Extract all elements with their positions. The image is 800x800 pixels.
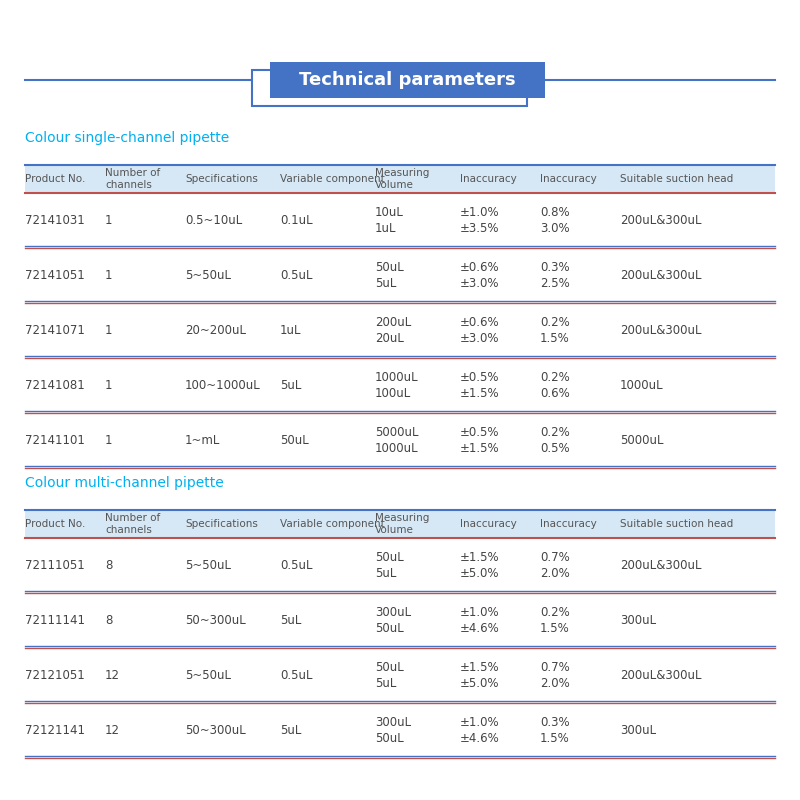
Text: Number of
channels: Number of channels [105,514,160,534]
Text: 0.5uL: 0.5uL [280,269,313,282]
Text: Inaccuracy: Inaccuracy [460,519,517,529]
Text: 1: 1 [105,434,113,447]
Text: 50~300uL: 50~300uL [185,724,246,737]
Text: 1: 1 [105,379,113,392]
Text: Suitable suction head: Suitable suction head [620,519,734,529]
Text: 0.7%
2.0%: 0.7% 2.0% [540,551,570,580]
Text: 1000uL
100uL: 1000uL 100uL [375,371,418,400]
Text: 300uL: 300uL [620,724,656,737]
Text: 1000uL: 1000uL [620,379,664,392]
Text: 1: 1 [105,214,113,227]
Text: Inaccuracy: Inaccuracy [540,519,597,529]
Text: 200uL
20uL: 200uL 20uL [375,316,411,345]
Text: 5~50uL: 5~50uL [185,559,231,572]
Text: 0.3%
2.5%: 0.3% 2.5% [540,261,570,290]
Text: 5000uL: 5000uL [620,434,663,447]
Text: Variable component: Variable component [280,519,385,529]
FancyBboxPatch shape [25,510,775,538]
Text: ±0.5%
±1.5%: ±0.5% ±1.5% [460,371,500,400]
Text: ±0.6%
±3.0%: ±0.6% ±3.0% [460,316,500,345]
Text: ±1.0%
±4.6%: ±1.0% ±4.6% [460,716,500,745]
Text: 300uL
50uL: 300uL 50uL [375,606,411,635]
Text: ±0.6%
±3.0%: ±0.6% ±3.0% [460,261,500,290]
Text: 72111051: 72111051 [25,559,85,572]
Text: 300uL
50uL: 300uL 50uL [375,716,411,745]
Text: 0.1uL: 0.1uL [280,214,313,227]
Text: ±1.5%
±5.0%: ±1.5% ±5.0% [460,661,500,690]
Text: 8: 8 [105,614,112,627]
FancyBboxPatch shape [252,70,527,106]
Text: Colour single-channel pipette: Colour single-channel pipette [25,131,230,145]
Text: 12: 12 [105,669,120,682]
Text: 1~mL: 1~mL [185,434,220,447]
Text: 72141051: 72141051 [25,269,85,282]
Text: 0.5uL: 0.5uL [280,559,313,572]
FancyBboxPatch shape [270,62,545,98]
Text: 50uL: 50uL [280,434,309,447]
Text: 50uL
5uL: 50uL 5uL [375,661,404,690]
Text: ±1.0%
±4.6%: ±1.0% ±4.6% [460,606,500,635]
Text: 1: 1 [105,269,113,282]
Text: 0.3%
1.5%: 0.3% 1.5% [540,716,570,745]
Text: 0.2%
1.5%: 0.2% 1.5% [540,316,570,345]
Text: 0.5uL: 0.5uL [280,669,313,682]
Text: 5~50uL: 5~50uL [185,669,231,682]
Text: 72121051: 72121051 [25,669,85,682]
Text: 5~50uL: 5~50uL [185,269,231,282]
Text: Measuring
Volume: Measuring Volume [375,168,430,190]
Text: Number of
channels: Number of channels [105,168,160,190]
Text: 72141101: 72141101 [25,434,85,447]
Text: 0.2%
1.5%: 0.2% 1.5% [540,606,570,635]
Text: Inaccuracy: Inaccuracy [540,174,597,184]
Text: 20~200uL: 20~200uL [185,324,246,337]
Text: 300uL: 300uL [620,614,656,627]
Text: 50~300uL: 50~300uL [185,614,246,627]
Text: 10uL
1uL: 10uL 1uL [375,206,404,235]
Text: 5uL: 5uL [280,724,302,737]
Text: 8: 8 [105,559,112,572]
Text: 5uL: 5uL [280,379,302,392]
Text: 0.2%
0.6%: 0.2% 0.6% [540,371,570,400]
Text: Technical parameters: Technical parameters [299,71,516,89]
Text: ±0.5%
±1.5%: ±0.5% ±1.5% [460,426,500,455]
Text: Colour multi-channel pipette: Colour multi-channel pipette [25,476,224,490]
Text: Product No.: Product No. [25,519,86,529]
Text: 5uL: 5uL [280,614,302,627]
Text: Variable component: Variable component [280,174,385,184]
Text: ±1.0%
±3.5%: ±1.0% ±3.5% [460,206,500,235]
Text: 0.5~10uL: 0.5~10uL [185,214,242,227]
Text: 5000uL
1000uL: 5000uL 1000uL [375,426,418,455]
Text: 50uL
5uL: 50uL 5uL [375,261,404,290]
Text: ±1.5%
±5.0%: ±1.5% ±5.0% [460,551,500,580]
Text: 72121141: 72121141 [25,724,85,737]
Text: 200uL&300uL: 200uL&300uL [620,214,702,227]
Text: 0.2%
0.5%: 0.2% 0.5% [540,426,570,455]
Text: 200uL&300uL: 200uL&300uL [620,559,702,572]
Text: Suitable suction head: Suitable suction head [620,174,734,184]
Text: 200uL&300uL: 200uL&300uL [620,669,702,682]
Text: 12: 12 [105,724,120,737]
Text: 200uL&300uL: 200uL&300uL [620,324,702,337]
Text: Product No.: Product No. [25,174,86,184]
Text: 72111141: 72111141 [25,614,85,627]
Text: 1: 1 [105,324,113,337]
Text: 50uL
5uL: 50uL 5uL [375,551,404,580]
Text: 72141031: 72141031 [25,214,85,227]
Text: 72141081: 72141081 [25,379,85,392]
Text: 0.7%
2.0%: 0.7% 2.0% [540,661,570,690]
Text: Measuring
Volume: Measuring Volume [375,514,430,534]
Text: 100~1000uL: 100~1000uL [185,379,261,392]
Text: Inaccuracy: Inaccuracy [460,174,517,184]
Text: Specifications: Specifications [185,174,258,184]
Text: 72141071: 72141071 [25,324,85,337]
Text: 0.8%
3.0%: 0.8% 3.0% [540,206,570,235]
Text: 200uL&300uL: 200uL&300uL [620,269,702,282]
Text: Specifications: Specifications [185,519,258,529]
FancyBboxPatch shape [25,165,775,193]
Text: 1uL: 1uL [280,324,302,337]
